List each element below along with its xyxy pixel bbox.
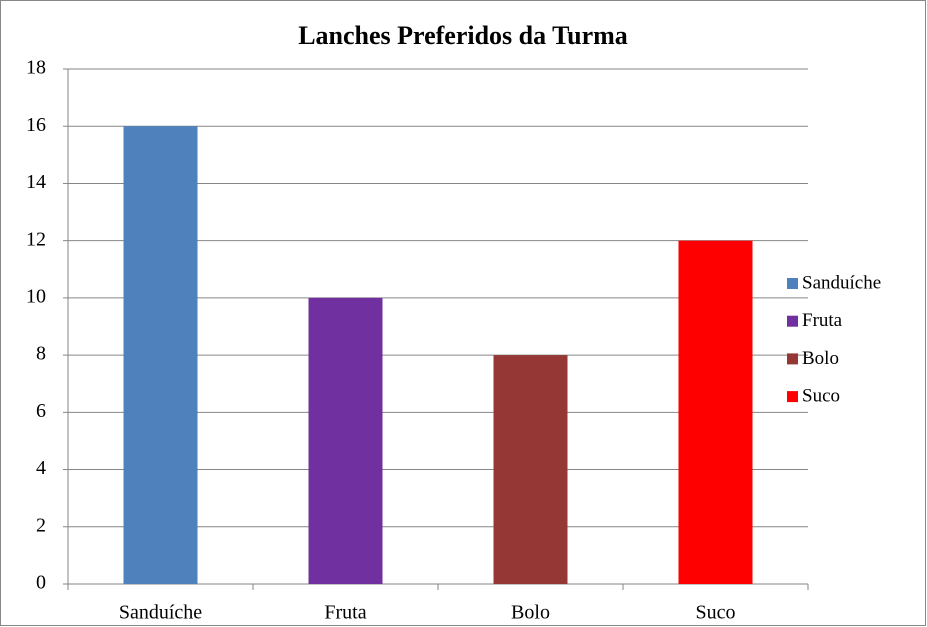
x-tick-label: Sanduíche bbox=[119, 602, 202, 624]
y-tick-label: 0 bbox=[36, 572, 46, 594]
y-tick-label: 12 bbox=[26, 228, 46, 250]
legend-label: Sanduíche bbox=[802, 272, 881, 293]
y-tick-label: 16 bbox=[26, 114, 46, 136]
y-tick-label: 2 bbox=[36, 514, 46, 536]
legend-label: Bolo bbox=[802, 348, 839, 369]
legend-swatch bbox=[787, 353, 798, 365]
legend-swatch bbox=[787, 278, 798, 289]
y-tick-label: 10 bbox=[26, 285, 46, 307]
legend-label: Suco bbox=[802, 385, 840, 406]
bar bbox=[678, 240, 753, 584]
y-tick-label: 6 bbox=[36, 400, 46, 422]
legend-swatch bbox=[787, 315, 798, 327]
x-tick-label: Suco bbox=[696, 602, 736, 624]
y-tick-label: 18 bbox=[26, 57, 46, 79]
x-tick-label: Fruta bbox=[324, 602, 366, 624]
x-tick-label: Bolo bbox=[511, 602, 550, 624]
bar bbox=[123, 126, 198, 584]
legend-swatch bbox=[787, 391, 798, 403]
legend-label: Fruta bbox=[802, 310, 843, 331]
bar bbox=[308, 297, 383, 584]
y-tick-label: 4 bbox=[36, 457, 46, 479]
chart-title: Lanches Preferidos da Turma bbox=[298, 21, 628, 50]
y-tick-label: 14 bbox=[26, 171, 46, 193]
bar bbox=[493, 355, 568, 584]
y-tick-label: 8 bbox=[36, 343, 46, 365]
